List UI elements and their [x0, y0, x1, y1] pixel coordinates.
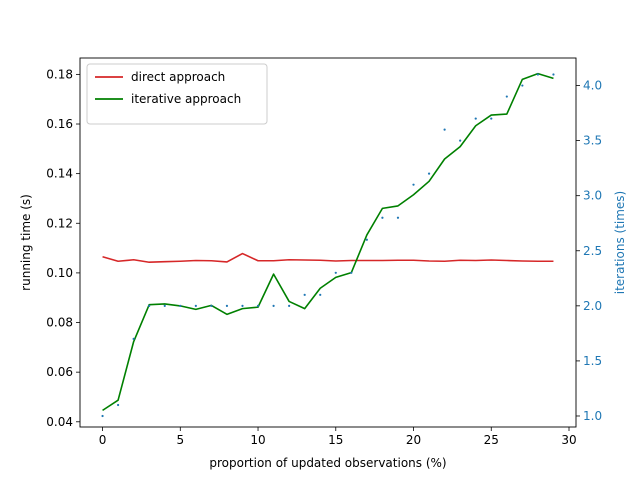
- y-tick-label: 0.04: [46, 415, 73, 429]
- iterations-point: [396, 216, 400, 219]
- iterations-point: [210, 304, 213, 307]
- x-tick-label: 5: [176, 433, 184, 447]
- y-tick-label: 0.14: [46, 167, 73, 181]
- y2-tick-label: 3.5: [583, 134, 602, 148]
- plot-frame: [79, 57, 577, 428]
- x-tick-label: 0: [99, 433, 107, 447]
- series-line-iterative-approach: [102, 72, 554, 412]
- iterations-point: [132, 337, 135, 340]
- legend-box: [86, 63, 268, 125]
- x-tick-label: 30: [561, 433, 576, 447]
- iterations-point: [381, 216, 384, 219]
- iterations-point: [334, 271, 337, 274]
- iterations-point: [474, 117, 477, 120]
- iterations-point: [148, 304, 151, 307]
- iterations-point: [241, 304, 244, 307]
- iterations-point: [552, 73, 555, 76]
- iterations-point: [116, 403, 120, 407]
- iterations-point: [194, 304, 197, 307]
- legend: direct approach iterative approach: [86, 63, 268, 125]
- iterations-point: [490, 117, 493, 120]
- x-axis-label: proportion of updated observations (%): [209, 456, 446, 470]
- iterations-point: [288, 304, 291, 307]
- plot-area: [101, 72, 555, 418]
- x-tick-label: 10: [250, 433, 265, 447]
- iterations-point: [521, 84, 524, 87]
- iterations-point: [427, 172, 431, 175]
- x-tick-label: 20: [406, 433, 421, 447]
- iterations-point: [272, 304, 275, 307]
- y2-tick-label: 2.5: [583, 244, 602, 258]
- iterations-point: [365, 238, 368, 241]
- x-tick-label: 15: [328, 433, 343, 447]
- iterations-point: [443, 128, 446, 131]
- iterations-point: [459, 139, 462, 142]
- y-tick-label: 0.06: [46, 365, 73, 379]
- iterations-point: [303, 293, 306, 296]
- series-line-direct-approach: [102, 252, 554, 264]
- y2-tick-label: 1.5: [583, 354, 602, 368]
- iterations-point: [101, 414, 104, 418]
- y2-tick-label: 4.0: [583, 79, 602, 93]
- y-axis-label: running time (s): [19, 194, 33, 291]
- y2-tick-label: 2.0: [583, 299, 602, 313]
- iterations-point: [163, 304, 166, 307]
- y-tick-label: 0.18: [46, 67, 73, 81]
- y2-tick-label: 3.0: [583, 189, 602, 203]
- iterations-point: [256, 304, 260, 307]
- iterations-point: [505, 95, 508, 98]
- y-tick-label: 0.16: [46, 117, 73, 131]
- y-tick-label: 0.12: [46, 216, 73, 230]
- y-tick-label: 0.08: [46, 316, 73, 330]
- axes: 0 5 10 15 20 25 30 0.04 0.06 0.08 0.10 0.12 0.14 0.16…: [19, 57, 627, 470]
- iterations-point: [350, 271, 353, 274]
- iterations-point: [536, 73, 540, 76]
- iterations-point: [179, 304, 182, 307]
- iterations-point: [412, 183, 415, 186]
- y2-tick-label: 1.0: [583, 409, 602, 423]
- x-tick-label: 25: [484, 433, 499, 447]
- legend-label: direct approach: [131, 70, 225, 84]
- iterations-point: [319, 293, 322, 296]
- y2-axis-label: iterations (times): [613, 191, 627, 295]
- legend-label: iterative approach: [131, 92, 241, 106]
- y-tick-label: 0.10: [46, 266, 73, 280]
- iterations-point: [225, 304, 229, 307]
